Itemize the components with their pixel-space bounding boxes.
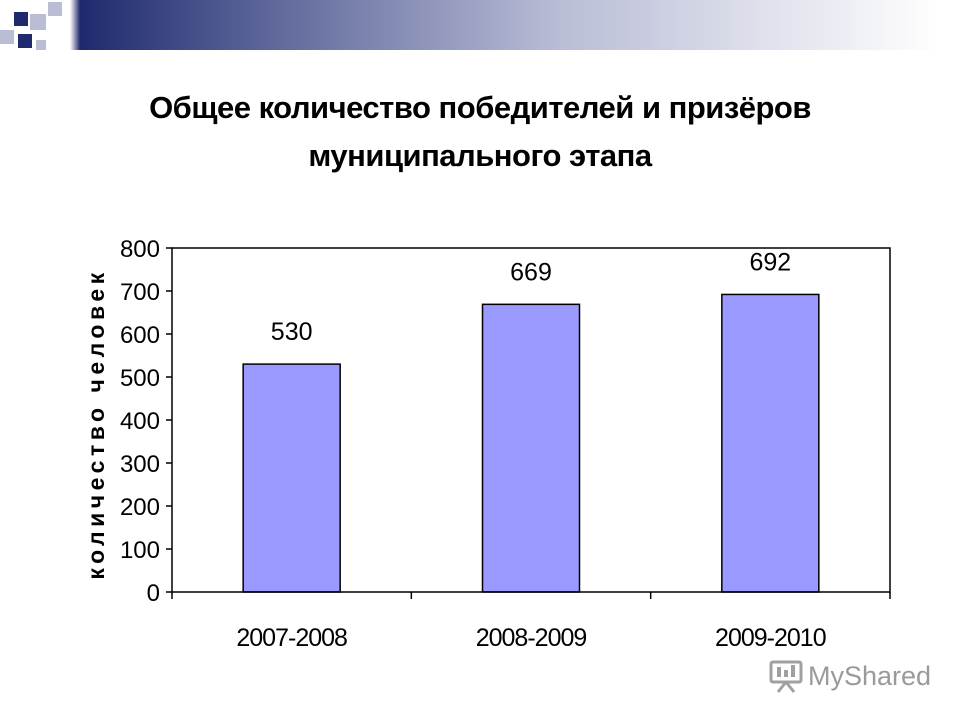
y-tick-label: 400 xyxy=(120,408,160,435)
decor-square-3 xyxy=(48,2,62,16)
decor-square-4 xyxy=(0,30,14,44)
decor-square-6 xyxy=(36,40,46,50)
chart-title-line-2: муниципального этапа xyxy=(308,138,652,173)
presentation-icon xyxy=(769,660,803,693)
chart-title-line-1: Общее количество победителей и призёров xyxy=(149,90,811,125)
y-axis-label: количество человек xyxy=(83,268,109,579)
bar-data-label: 669 xyxy=(510,258,552,286)
decor-square-1 xyxy=(14,12,28,26)
bar-data-label: 530 xyxy=(271,318,313,346)
watermark-text: MyShared xyxy=(808,660,932,691)
bar xyxy=(721,293,820,593)
watermark: MyShared xyxy=(768,656,931,696)
x-axis-ticks: 2007-2008 2008-2009 2009-2010 xyxy=(171,592,891,652)
bar xyxy=(242,363,341,593)
decor-square-5 xyxy=(18,34,32,48)
bars: 530 669 692 xyxy=(242,248,820,593)
y-tick-label: 600 xyxy=(120,322,160,349)
x-category-label: 2008-2009 xyxy=(476,624,587,652)
bar-data-label: 692 xyxy=(749,248,791,276)
y-tick-label: 700 xyxy=(120,279,160,306)
plot-frame xyxy=(171,247,891,593)
chart-title: Общее количество победителей и призёров … xyxy=(80,84,880,180)
x-category-label: 2009-2010 xyxy=(715,624,826,652)
y-tick-label: 800 xyxy=(120,236,160,263)
bar xyxy=(481,303,581,593)
y-tick-label: 200 xyxy=(120,494,160,521)
y-axis-ticks: 0 100 200 300 400 500 600 700 800 xyxy=(120,236,172,607)
decor-square-2 xyxy=(30,14,46,30)
y-tick-label: 300 xyxy=(120,451,160,478)
y-tick-label: 0 xyxy=(147,580,160,607)
y-tick-label: 100 xyxy=(120,537,160,564)
y-tick-label: 500 xyxy=(120,365,160,392)
header-gradient-bar xyxy=(0,0,960,50)
x-category-label: 2007-2008 xyxy=(236,624,347,652)
